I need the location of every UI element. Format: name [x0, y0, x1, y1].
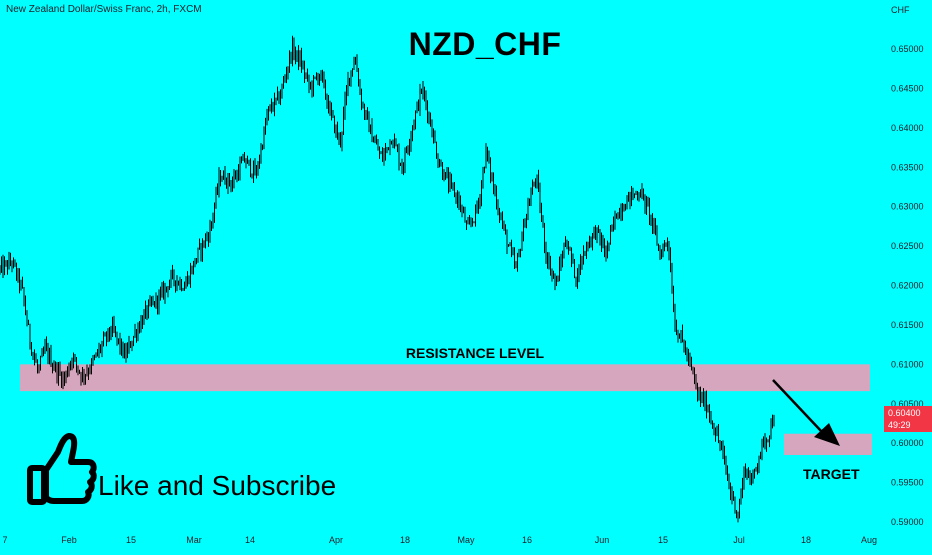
- price-tick-label: 0.65000: [891, 44, 924, 54]
- price-tick-label: 0.63500: [891, 162, 924, 172]
- target-label: TARGET: [803, 466, 860, 482]
- time-tick-label: Jun: [595, 535, 610, 545]
- time-tick-label: 15: [126, 535, 136, 545]
- price-tick-label: 0.62500: [891, 241, 924, 251]
- time-tick-label: Apr: [329, 535, 343, 545]
- resistance-zone: [20, 364, 870, 392]
- time-tick-label: Feb: [61, 535, 77, 545]
- time-tick-label: May: [457, 535, 475, 545]
- price-tick-label: 0.64000: [891, 123, 924, 133]
- like-and-subscribe-text: Like and Subscribe: [98, 470, 337, 501]
- time-tick-label: 16: [522, 535, 532, 545]
- candle-countdown: 49:29: [888, 420, 911, 430]
- price-tick-label: 0.60500: [891, 399, 924, 409]
- time-tick-label: Jul: [733, 535, 745, 545]
- instrument-title: New Zealand Dollar/Swiss Franc, 2h, FXCM: [6, 4, 202, 15]
- price-tick-label: 0.60000: [891, 438, 924, 448]
- down-right-arrow-icon: [772, 379, 840, 446]
- time-tick-label: Aug: [861, 535, 877, 545]
- price-tick-label: 0.61500: [891, 320, 924, 330]
- time-tick-label: 14: [245, 535, 255, 545]
- price-tick-label: 0.62000: [891, 281, 924, 291]
- resistance-level-label: RESISTANCE LEVEL: [405, 345, 545, 361]
- target-zone: [784, 433, 872, 455]
- candlestick-series: [0, 35, 775, 523]
- price-tick-label: 0.59500: [891, 478, 924, 488]
- price-tick-label: 0.61000: [891, 359, 924, 369]
- currency-label: CHF: [891, 5, 910, 15]
- time-tick-label: 18: [400, 535, 410, 545]
- time-axis[interactable]: 7 Feb 15 Mar 14 Apr 18 May 16 Jun 15 Jul 18 Aug: [2, 535, 877, 545]
- price-tick-label: 0.64500: [891, 83, 924, 93]
- price-tick-label: 0.59000: [891, 517, 924, 527]
- time-tick-label: 7: [2, 535, 7, 545]
- current-price-badge: 0.60400 49:29: [884, 406, 932, 432]
- current-price-value: 0.60400: [888, 408, 921, 418]
- price-tick-label: 0.63000: [891, 202, 924, 212]
- thumbs-up-icon[interactable]: [24, 430, 98, 510]
- time-tick-label: 15: [658, 535, 668, 545]
- time-tick-label: Mar: [186, 535, 202, 545]
- time-tick-label: 18: [801, 535, 811, 545]
- price-axis[interactable]: 0.65000 0.64500 0.64000 0.63500 0.63000 0.625…: [891, 44, 924, 527]
- symbol-title: NZD_CHF: [408, 26, 562, 62]
